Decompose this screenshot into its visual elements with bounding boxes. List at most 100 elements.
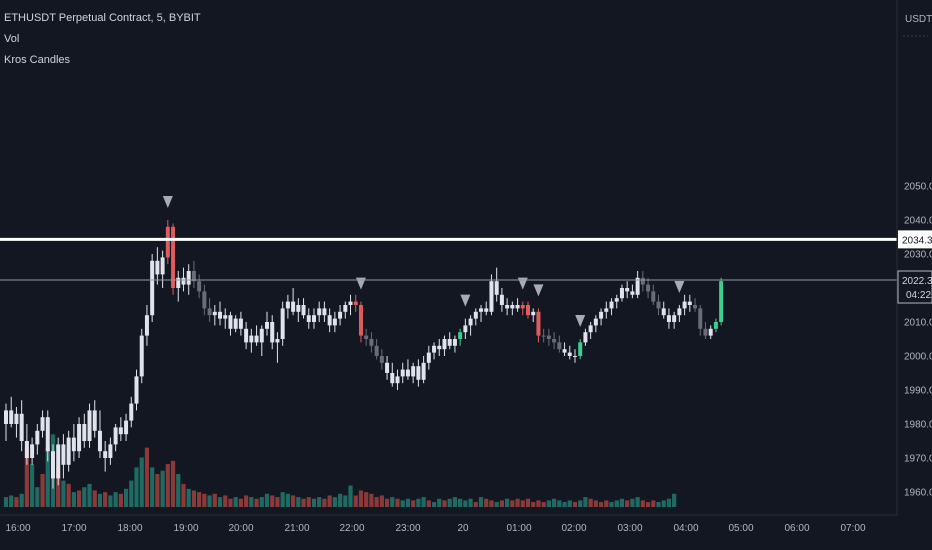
candle-body [108,444,113,458]
volume-bar [45,447,50,507]
candle-body [14,413,19,424]
candle-body [390,373,395,384]
volume-bar [186,488,191,507]
volume-bar [223,495,228,507]
volume-bar [635,497,640,507]
volume-bar [358,490,364,507]
candle-body [270,322,275,343]
candle-body [139,335,144,377]
candle-body [181,277,186,285]
volume-bar [447,498,452,507]
candle-body [562,349,567,353]
candle-body [71,437,76,452]
volume-bar [170,460,176,507]
candle-body [9,410,14,424]
volume-bar [113,492,118,507]
volume-bar [181,483,186,507]
candle-body [254,335,259,343]
volume-bar [176,474,181,507]
volume-bar [541,502,546,507]
volume-bar [525,498,531,507]
candle-body [317,308,322,316]
candle-body [421,362,426,380]
candle-body [630,291,635,295]
indicator-kros-label[interactable]: Kros Candles [4,54,71,66]
candle-body [416,366,421,380]
candle-body [171,226,176,288]
volume-bar [666,498,672,507]
candle-body [228,315,233,329]
volume-bar [285,493,290,507]
volume-bar [536,500,541,507]
candle-body [546,335,551,339]
signal-triangle-marker [533,284,544,297]
candle-body [92,410,97,431]
candle-body [583,332,588,343]
candle-body [510,305,515,309]
candle-body [291,301,296,312]
volume-bar [76,490,82,507]
volume-bar [369,493,374,507]
candle-body [614,298,619,302]
time-axis[interactable]: 16:00 17:00 18:00 19:00 20:00 21:00 22:00 23:00… [0,514,897,534]
volume-bar [40,474,45,507]
volume-bar [400,500,405,507]
volume-bar [598,502,604,507]
volume-bar [337,493,343,507]
volume-bar [212,493,217,507]
price-tick-label: 2010.00 [904,318,932,329]
candle-body [24,441,29,458]
volume-bar [505,498,510,507]
volume-bar [280,492,285,507]
volume-bar [421,497,426,507]
candle-body [332,318,337,326]
candle-body [301,305,306,316]
volume-bar [619,498,625,507]
time-tick-label: 06:00 [784,523,809,534]
volume-bar [3,497,9,507]
candle-body [682,301,687,309]
candle-body [447,339,452,346]
volume-bar [384,498,390,507]
candle-body [661,308,666,316]
candle-body [202,291,207,309]
candle-body [400,369,405,377]
candle-body [296,305,301,312]
price-axis[interactable]: USDT2050.002040.002030.002020.002010.002… [896,0,932,550]
volume-bar [118,493,123,507]
symbol-title[interactable]: ETHUSDT Perpetual Contract, 5, BYBIT [4,12,201,24]
indicator-vol-label[interactable]: Vol [4,33,20,45]
signal-triangle-marker [674,281,685,293]
volume-bar [144,447,150,507]
volume-bar [567,500,572,507]
price-tick-label: 1960.00 [904,488,932,499]
volume-bar [306,497,311,507]
candle-body [327,315,332,326]
candle-body [656,301,661,309]
volume-bar [82,487,87,507]
candle-body [651,291,656,302]
candle-body [212,311,217,316]
candle-body [285,301,290,309]
volume-bar [374,497,379,507]
candle-body [223,315,228,319]
volume-bar [572,502,578,507]
candle-body [640,277,645,285]
candlestick-series [4,220,724,489]
time-tick-label: 05:00 [728,523,753,534]
candle-body [87,410,92,441]
time-tick-label: 21:00 [284,523,309,534]
volume-bar [405,498,411,507]
volume-bar [583,497,588,507]
price-tick-label: 1990.00 [904,386,932,397]
volume-bar [233,497,238,507]
candle-body [572,356,577,357]
volume-bar [656,502,661,507]
price-lines [0,237,897,281]
chart-legend: ETHUSDT Perpetual Contract, 5, BYBIT Vol… [4,8,201,71]
candle-body [207,308,212,316]
candle-body [40,417,45,431]
volume-bar [588,498,593,507]
volume-bar [645,502,651,507]
